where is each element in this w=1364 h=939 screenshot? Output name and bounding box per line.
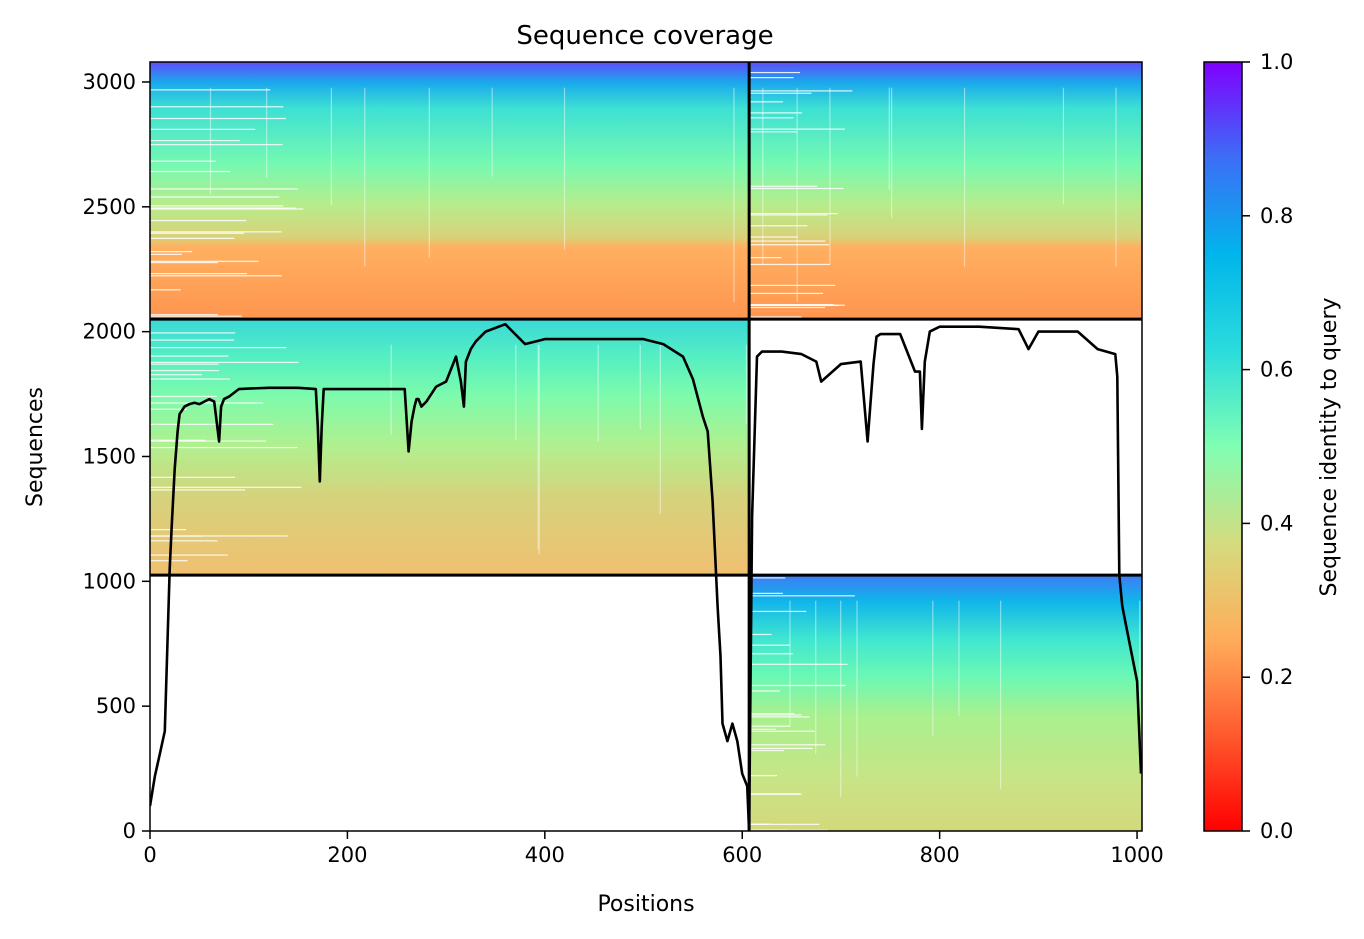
y-axis-label: Sequences [23,387,48,507]
colorbar-tick-label: 0.6 [1260,358,1293,382]
block-top-right-texture [749,71,1117,318]
colorbar-tick-label: 0.8 [1260,204,1293,228]
block-top-right [749,62,1142,320]
x-axis-label: Positions [597,892,694,917]
colorbar-tick-label: 0.4 [1260,511,1293,535]
colorbar-tick-label: 1.0 [1260,50,1293,74]
colorbar-tick-label: 0.0 [1260,819,1293,843]
block-middle-left-texture [150,332,748,576]
plot-area [150,62,1142,831]
x-tick-label: 1000 [1110,843,1163,867]
y-tick-label: 2000 [83,320,136,344]
plot-frame [149,61,1143,832]
block-bottom-right [749,575,1142,831]
y-tick-label: 0 [123,819,136,843]
colorbar-label: Sequence identity to query [1317,297,1342,596]
colorbar-gradient [1203,61,1243,832]
x-tick-label: 400 [525,843,565,867]
block-top-left-texture [150,87,735,317]
y-tick-label: 1500 [83,444,136,468]
x-axis: 0 200 400 600 800 1000 [143,831,1164,867]
chart-title: Sequence coverage [516,21,773,51]
y-axis: 0 500 1000 1500 2000 2500 3000 [83,70,150,843]
x-tick-label: 600 [722,843,762,867]
y-tick-label: 500 [96,694,136,718]
colorbar-tick-label: 0.2 [1260,665,1293,689]
x-tick-label: 200 [327,843,367,867]
coverage-line [150,322,1142,831]
x-tick-label: 800 [920,843,960,867]
y-tick-label: 1000 [83,569,136,593]
colorbar: 0.0 0.2 0.4 0.6 0.8 1.0 Sequence identity to … [1203,50,1342,843]
y-tick-label: 2500 [83,195,136,219]
x-tick-label: 0 [143,843,156,867]
y-tick-label: 3000 [83,70,136,94]
block-top-left [150,62,750,320]
